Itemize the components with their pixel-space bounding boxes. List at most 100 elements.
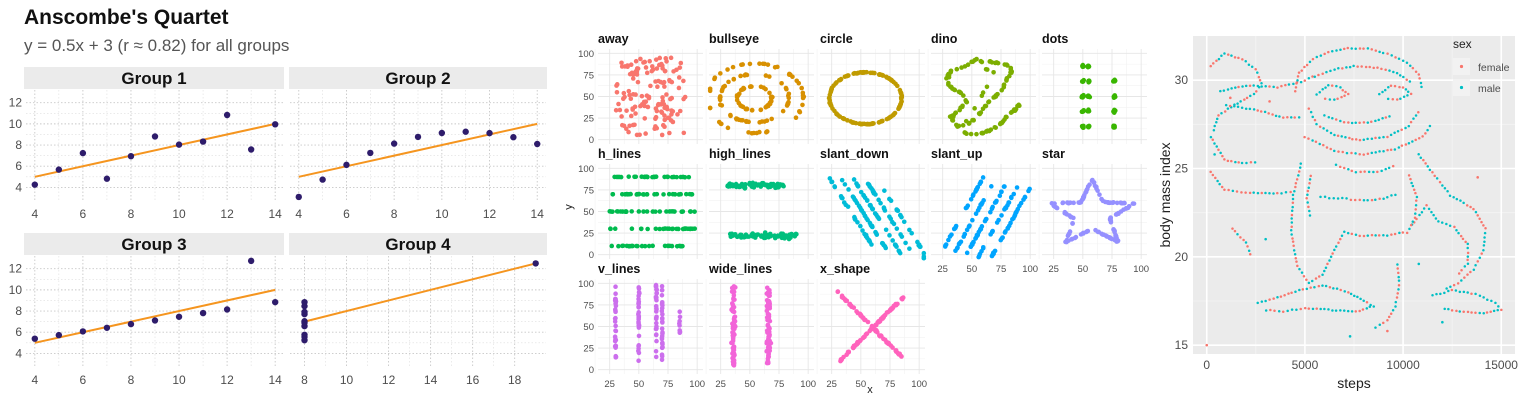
data-point	[1318, 91, 1321, 94]
data-point	[1350, 47, 1353, 50]
data-point	[1111, 124, 1117, 130]
data-point	[653, 332, 659, 338]
data-point	[1331, 252, 1334, 255]
data-point	[624, 108, 629, 113]
data-point	[1310, 279, 1314, 283]
data-point	[659, 132, 665, 138]
data-point	[1264, 299, 1267, 303]
data-point	[79, 149, 87, 157]
data-point	[619, 60, 624, 66]
data-point	[1358, 198, 1362, 202]
data-point	[1358, 152, 1361, 156]
data-point	[717, 97, 723, 103]
data-point	[950, 86, 955, 91]
data-point	[769, 116, 774, 122]
data-point	[1341, 89, 1345, 92]
data-point	[983, 129, 989, 134]
data-point	[1267, 112, 1270, 115]
data-point	[1348, 136, 1351, 140]
data-point	[1213, 142, 1216, 145]
x-tick-label: 8	[128, 373, 135, 387]
data-point	[1431, 294, 1434, 297]
data-point	[1293, 252, 1297, 256]
data-point	[765, 356, 771, 362]
data-point	[31, 181, 39, 188]
data-point	[645, 226, 650, 232]
anscombe-facet: Group 3 4 6 8 10 12 14 4 6 8 10 12	[9, 233, 284, 387]
data-point	[785, 101, 790, 106]
data-point	[1384, 116, 1388, 119]
data-point	[1290, 209, 1294, 213]
data-point	[1447, 307, 1450, 311]
x-tick-label: 4	[31, 373, 38, 387]
y-tick-label: 12	[9, 96, 23, 110]
data-point	[1131, 201, 1137, 206]
data-point	[1351, 137, 1354, 141]
data-point	[1299, 80, 1303, 84]
data-point	[1022, 195, 1028, 200]
anscombe-facet: Group 2 4 6 8 10 12 14	[289, 67, 547, 221]
data-point	[1402, 75, 1405, 79]
data-point	[1460, 268, 1463, 272]
data-point	[1418, 213, 1421, 217]
data-point	[1425, 203, 1428, 207]
data-point	[1422, 207, 1426, 210]
data-point	[613, 328, 618, 333]
data-point	[1332, 287, 1335, 290]
data-point	[223, 111, 231, 119]
data-point	[1367, 170, 1371, 174]
data-point	[888, 114, 893, 120]
x-tick-label: 100	[1022, 264, 1038, 275]
data-point	[677, 328, 683, 333]
data-point	[1414, 208, 1417, 211]
data-point	[1338, 165, 1342, 169]
data-point	[1224, 103, 1228, 107]
data-point	[758, 107, 764, 113]
data-point	[1483, 236, 1486, 239]
data-point	[1398, 231, 1401, 235]
data-point	[1236, 105, 1240, 109]
data-point	[175, 313, 183, 320]
data-point	[882, 208, 888, 213]
data-point	[1455, 197, 1459, 201]
data-point	[681, 130, 687, 136]
data-point	[1354, 121, 1357, 124]
data-point	[780, 108, 786, 114]
data-point	[271, 121, 279, 128]
data-point	[1240, 161, 1244, 165]
data-point	[223, 306, 231, 313]
data-point	[648, 83, 653, 89]
data-point	[959, 65, 964, 70]
data-point	[1324, 266, 1328, 269]
data-point	[1260, 191, 1264, 195]
data-point	[890, 345, 895, 350]
data-point	[1008, 220, 1013, 226]
data-point	[626, 192, 632, 197]
data-point	[1394, 305, 1397, 308]
data-point	[614, 82, 620, 87]
data-point	[843, 297, 848, 303]
data-point	[1396, 267, 1399, 270]
data-point	[1366, 198, 1369, 202]
data-point	[669, 108, 674, 113]
data-point	[641, 209, 646, 214]
data-point	[974, 131, 979, 137]
data-point	[1500, 308, 1503, 312]
data-point	[947, 114, 953, 119]
data-point	[1448, 224, 1452, 227]
data-point	[1441, 320, 1444, 324]
data-point	[848, 303, 854, 308]
data-point	[653, 209, 658, 214]
data-point	[1280, 84, 1283, 88]
data-point	[883, 227, 889, 233]
data-point	[1466, 242, 1470, 246]
data-point	[1268, 192, 1271, 195]
data-point	[831, 83, 836, 89]
data-point	[1317, 284, 1321, 288]
data-point	[915, 239, 920, 245]
x-tick-label: 50	[745, 379, 756, 390]
data-point	[994, 220, 1000, 225]
data-point	[1015, 103, 1020, 109]
facet-strip	[289, 67, 547, 89]
data-point	[1333, 248, 1336, 252]
